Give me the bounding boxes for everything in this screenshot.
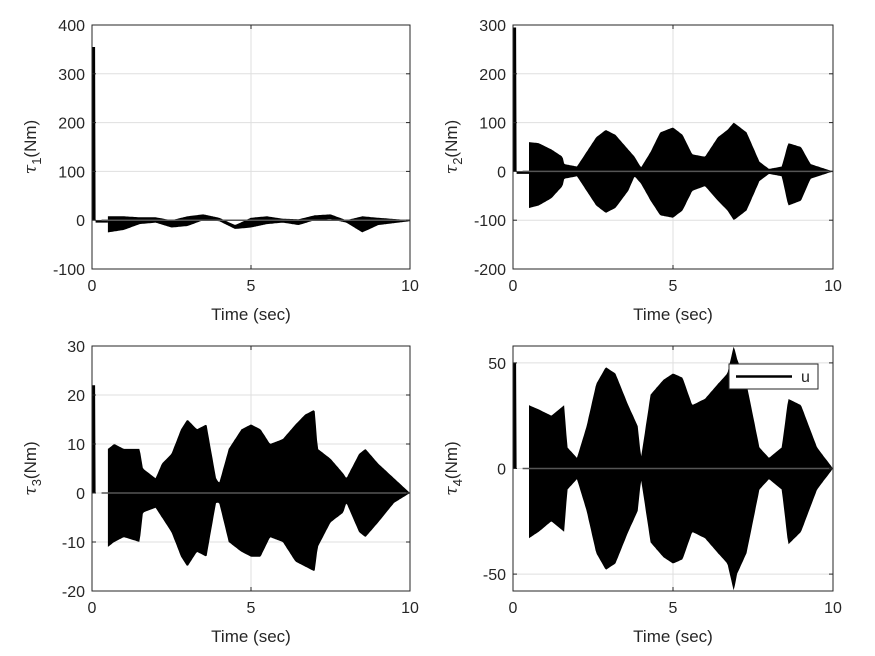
series-u [513, 27, 833, 220]
y-tick-label: 0 [76, 213, 85, 230]
initial-spike [513, 27, 529, 174]
x-tick-label: 0 [88, 278, 97, 295]
x-axis-title: Time (sec) [211, 305, 291, 324]
x-tick-label: 10 [401, 600, 419, 617]
x-tick-label: 0 [509, 278, 518, 295]
y-tick-label: 100 [58, 164, 85, 181]
y-axis-title: τ2(Nm) [442, 120, 465, 174]
y-axis-title: τ1(Nm) [21, 120, 44, 174]
oscillation-envelope [107, 410, 411, 571]
x-tick-label: 10 [824, 278, 842, 295]
y-tick-label: 400 [58, 18, 85, 35]
y-axis-title: τ3(Nm) [21, 441, 44, 495]
x-tick-label: 10 [824, 600, 842, 617]
x-tick-label: 5 [669, 600, 678, 617]
x-tick-label: 5 [247, 600, 256, 617]
y-tick-label: 20 [67, 388, 85, 405]
y-tick-label: -100 [53, 262, 85, 279]
y-tick-label: 30 [67, 339, 85, 356]
y-axis-symbol: τ [21, 164, 41, 174]
legend: u [728, 363, 819, 390]
y-tick-label: 10 [67, 437, 85, 454]
oscillation-envelope [107, 214, 411, 233]
initial-spike [92, 385, 108, 493]
initial-spike [513, 362, 529, 469]
y-axis-symbol: τ [21, 486, 41, 496]
series-u [92, 385, 411, 571]
y-axis-subscript: 2 [450, 158, 465, 165]
y-tick-label: 0 [497, 164, 506, 181]
y-axis-unit: (Nm) [21, 441, 40, 479]
y-tick-label: 300 [479, 18, 506, 35]
y-tick-label: -50 [483, 567, 506, 584]
y-axis-subscript: 4 [450, 479, 465, 486]
initial-spike [92, 46, 108, 223]
y-axis-title: τ4(Nm) [442, 441, 465, 495]
y-axis-symbol: τ [442, 486, 462, 496]
y-axis-subscript: 3 [29, 479, 44, 486]
axes-top-right: 0 5 10 -200 -100 0 100 200 300 Time (sec) τ2(Nm) [442, 18, 842, 324]
y-tick-label: 200 [58, 116, 85, 133]
x-axis-title: Time (sec) [211, 627, 291, 646]
y-tick-label: -100 [474, 213, 506, 230]
x-axis-title: Time (sec) [633, 627, 713, 646]
y-tick-label: 200 [479, 67, 506, 84]
y-tick-label: 100 [479, 116, 506, 133]
x-tick-label: 0 [509, 600, 518, 617]
legend-label: u [801, 369, 810, 386]
y-axis-unit: (Nm) [442, 120, 461, 158]
y-axis-unit: (Nm) [442, 441, 461, 479]
x-tick-label: 5 [247, 278, 256, 295]
x-tick-label: 5 [669, 278, 678, 295]
y-tick-label: -10 [62, 535, 85, 552]
y-tick-label: -200 [474, 262, 506, 279]
y-tick-label: -20 [62, 584, 85, 601]
axes-bottom-left: 0 5 10 -20 -10 0 10 20 30 Time (sec) τ3(Nm) [21, 339, 419, 646]
x-tick-label: 10 [401, 278, 419, 295]
y-tick-label: 0 [76, 486, 85, 503]
y-axis-symbol: τ [442, 164, 462, 174]
y-axis-subscript: 1 [29, 158, 44, 165]
y-tick-label: 0 [497, 462, 506, 479]
series-u [92, 46, 411, 233]
y-tick-label: 50 [488, 356, 506, 373]
series-u [513, 346, 833, 591]
x-tick-label: 0 [88, 600, 97, 617]
y-tick-label: 300 [58, 67, 85, 84]
x-axis-title: Time (sec) [633, 305, 713, 324]
y-axis-unit: (Nm) [21, 120, 40, 158]
